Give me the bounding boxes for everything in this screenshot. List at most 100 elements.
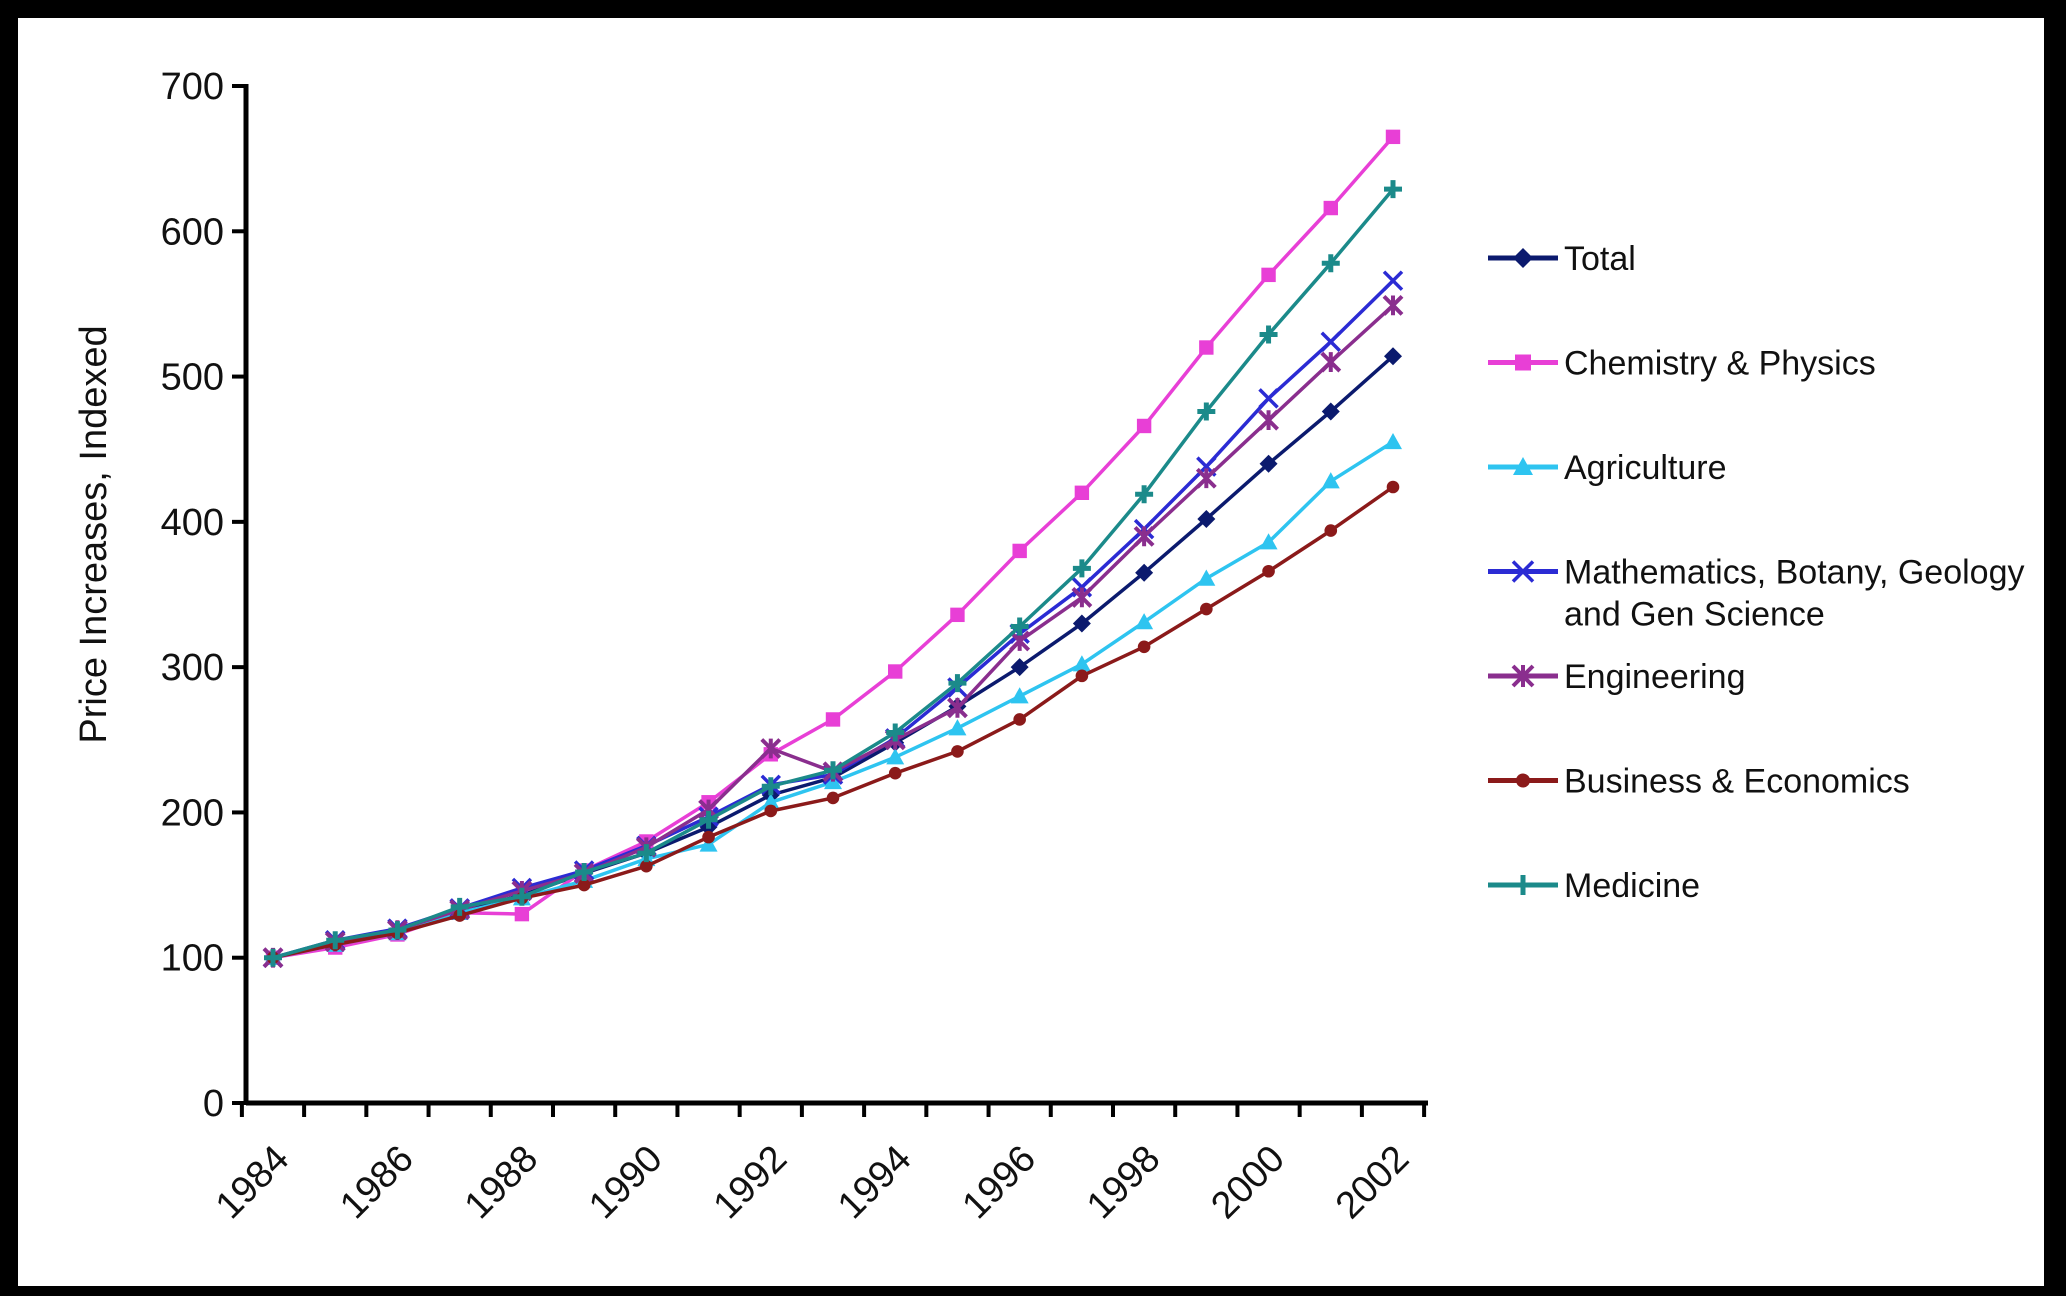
- series-mathematics-botany-geology-and-gen-science: [262, 270, 1404, 968]
- y-tick-label: 400: [161, 502, 224, 544]
- data-point: [886, 723, 905, 742]
- series-agriculture: [264, 432, 1402, 965]
- data-point: [948, 674, 967, 693]
- data-point: [1320, 351, 1342, 373]
- x-tick-label: 1990: [581, 1138, 670, 1227]
- data-point: [637, 844, 656, 863]
- series-chemistry-physics: [265, 129, 1401, 965]
- data-point: [702, 830, 715, 844]
- data-point: [1323, 200, 1338, 216]
- data-point: [1075, 669, 1089, 683]
- data-point: [1384, 180, 1402, 199]
- legend-marker: [1516, 773, 1530, 788]
- y-tick-label: 500: [161, 357, 224, 399]
- data-point: [1072, 655, 1091, 672]
- data-point: [1261, 267, 1276, 283]
- data-point: [1135, 485, 1154, 504]
- legend-item-business-economics: Business & Economics: [1488, 763, 1910, 801]
- series-line: [272, 279, 1395, 960]
- data-point: [1321, 472, 1340, 489]
- chart-frame: 0 100 200 300 400 500 600 700 1984 1986 1988 1990 1…: [14, 14, 2048, 1290]
- data-point: [1137, 640, 1151, 654]
- x-tick-label: 1984: [208, 1138, 297, 1227]
- data-point: [514, 906, 530, 922]
- y-tick-label: 600: [161, 211, 224, 253]
- series-engineering: [262, 294, 1404, 969]
- data-point: [1012, 543, 1027, 559]
- data-point: [1384, 347, 1402, 366]
- data-point: [1197, 402, 1216, 421]
- y-tick-label: 200: [161, 792, 224, 834]
- data-point: [888, 664, 903, 679]
- data-point: [1200, 602, 1213, 616]
- legend-label: Engineering: [1564, 658, 1745, 696]
- data-point: [1135, 613, 1154, 630]
- data-point: [1382, 294, 1404, 316]
- legend-item-medicine: Medicine: [1488, 867, 1700, 905]
- data-point: [1197, 569, 1216, 586]
- data-point: [1262, 564, 1275, 578]
- data-point: [950, 607, 965, 623]
- data-point: [1259, 325, 1278, 344]
- legend-item-total: Total: [1488, 240, 1636, 278]
- legend-item-engineering: Engineering: [1488, 658, 1745, 696]
- data-point: [1382, 270, 1404, 291]
- data-point: [886, 748, 905, 765]
- legend: Total Chemistry & Physics Agriculture Mathe…: [1488, 240, 2024, 905]
- x-tick-label: 2002: [1328, 1138, 1417, 1227]
- data-point: [1136, 418, 1152, 434]
- data-point: [1071, 586, 1093, 608]
- y-tick-label: 300: [161, 647, 224, 689]
- series-medicine: [264, 180, 1402, 967]
- data-point: [760, 738, 782, 759]
- x-tick-label: 1988: [457, 1138, 546, 1227]
- data-point: [1320, 331, 1342, 352]
- legend-label: Agriculture: [1564, 449, 1727, 487]
- data-point: [824, 761, 842, 780]
- data-point: [1072, 559, 1091, 578]
- data-point: [1010, 687, 1029, 704]
- data-point: [1259, 533, 1278, 550]
- legend-item-mathematics-botany-geology-and-gen-science: Mathematics, Botany, Geology and Gen Scie…: [1488, 554, 2024, 634]
- legend-label: Medicine: [1564, 867, 1700, 905]
- legend-label: and Gen Science: [1564, 596, 1825, 634]
- data-point: [1013, 713, 1026, 726]
- legend-label: Business & Economics: [1564, 763, 1910, 801]
- series-line: [272, 440, 1394, 960]
- y-tick-label: 100: [161, 938, 224, 980]
- data-point: [761, 793, 780, 810]
- data-point: [640, 859, 653, 873]
- series-line: [272, 188, 1395, 960]
- y-axis: 0 100 200 300 400 500 600 700: [161, 66, 249, 1125]
- legend-marker: [1515, 354, 1531, 371]
- legend-marker: [1513, 457, 1533, 475]
- data-point: [1197, 509, 1216, 528]
- legend-item-chemistry-physics: Chemistry & Physics: [1488, 345, 1876, 383]
- series-lines: [262, 129, 1404, 969]
- data-point: [326, 931, 345, 950]
- x-tick-label: 1998: [1079, 1138, 1168, 1227]
- data-point: [1324, 524, 1338, 537]
- series-line: [272, 304, 1395, 960]
- data-point: [947, 697, 968, 719]
- data-point: [1133, 525, 1155, 547]
- data-point: [699, 810, 718, 829]
- data-point: [577, 878, 591, 892]
- data-point: [761, 777, 780, 796]
- legend-marker: [1511, 664, 1535, 688]
- data-point: [1321, 402, 1340, 421]
- legend-marker: [1511, 560, 1535, 583]
- data-point: [264, 948, 282, 967]
- data-point: [1259, 454, 1278, 473]
- data-point: [512, 887, 531, 906]
- y-tick-label: 0: [203, 1083, 224, 1125]
- y-axis-title: Price Increases, Indexed: [73, 325, 115, 743]
- data-point: [1385, 129, 1401, 145]
- data-point: [450, 897, 469, 916]
- x-tick-label: 1994: [830, 1138, 919, 1227]
- data-point: [1258, 409, 1279, 431]
- x-tick-label: 1992: [706, 1138, 795, 1227]
- data-point: [1010, 658, 1029, 677]
- legend-label: Chemistry & Physics: [1564, 345, 1876, 383]
- data-point: [764, 804, 778, 818]
